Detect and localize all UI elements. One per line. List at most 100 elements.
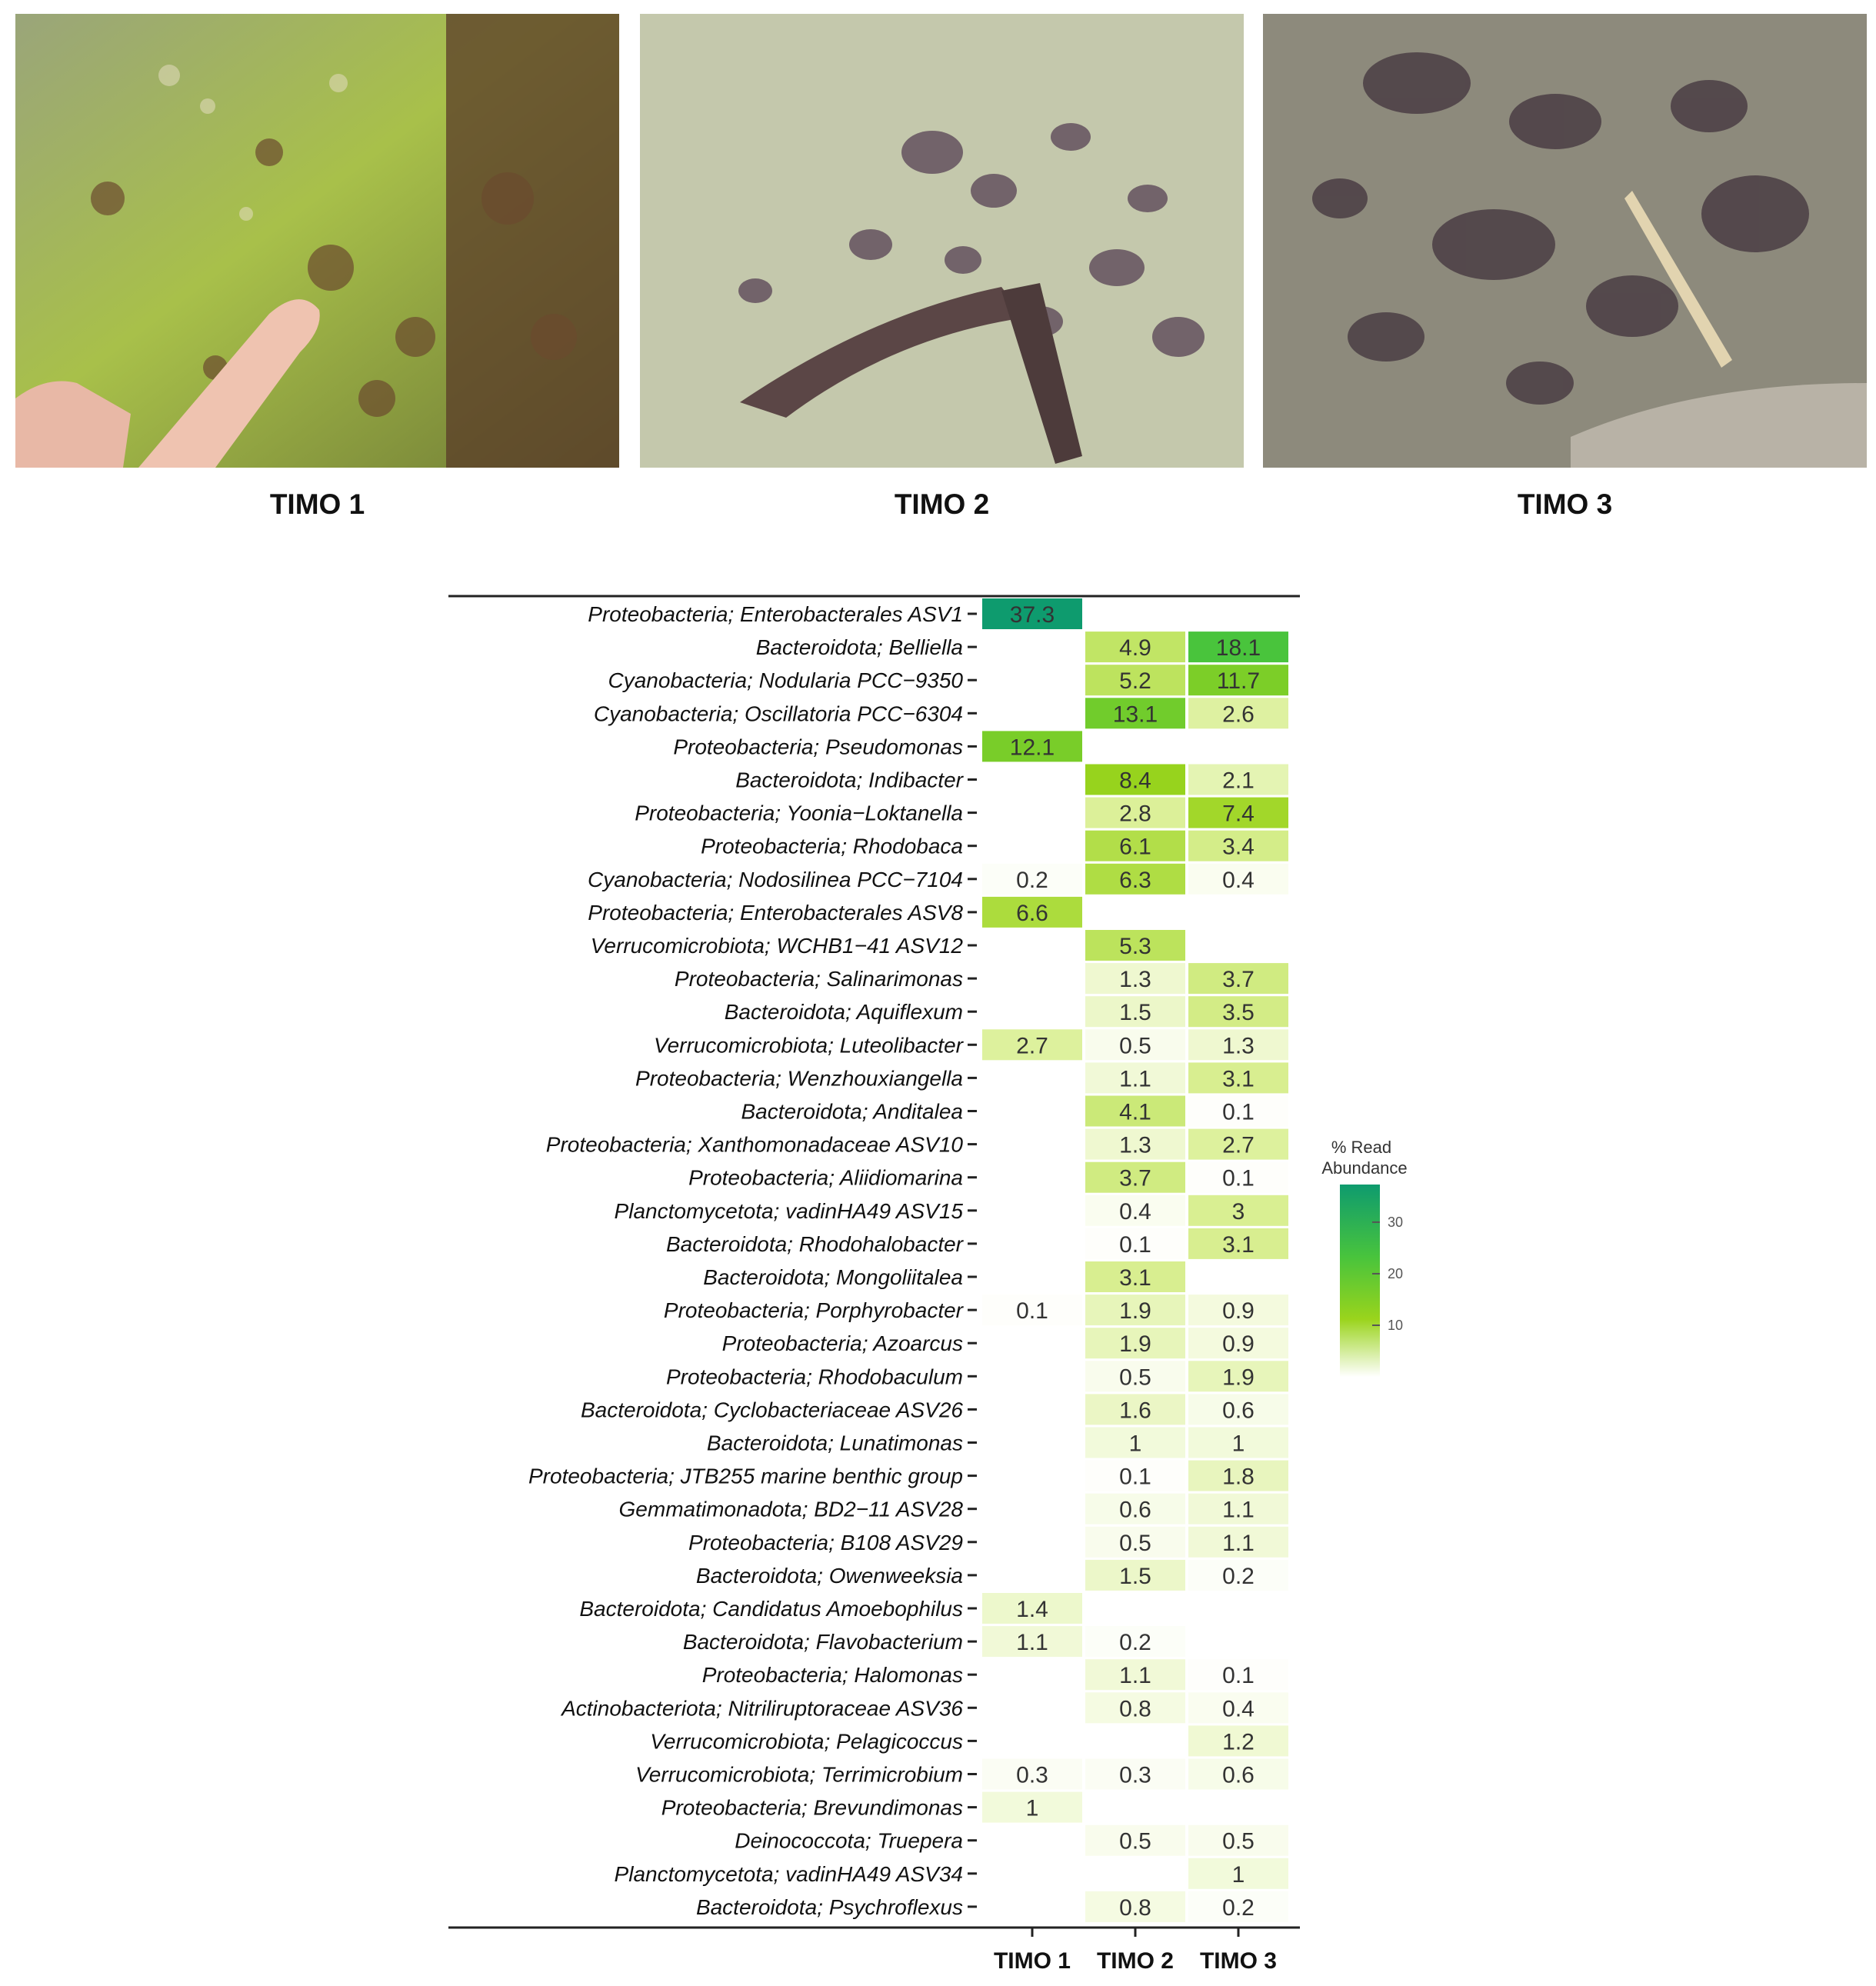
heatmap-cell <box>1188 830 1288 861</box>
cell-value-label: 3.1 <box>1119 1265 1151 1291</box>
heatmap-cell <box>1188 1029 1288 1061</box>
heatmap-cell <box>982 598 1082 629</box>
cell-value-label: 0.9 <box>1222 1298 1255 1324</box>
row-label: Proteobacteria; Pseudomonas <box>673 735 963 758</box>
cell-value-label: 0.1 <box>1016 1298 1048 1324</box>
heatmap-cell <box>1188 797 1288 828</box>
cell-value-label: 3.5 <box>1222 1000 1255 1025</box>
row-label: Cyanobacteria; Nodularia PCC−9350 <box>608 668 964 692</box>
row-label: Proteobacteria; Salinarimonas <box>675 967 963 991</box>
heatmap-cell <box>1085 1891 1185 1922</box>
heatmap-cell <box>982 896 1082 928</box>
heatmap-cell <box>1085 665 1185 696</box>
cell-value-label: 6.3 <box>1119 868 1151 893</box>
cell-value-label: 0.2 <box>1222 1564 1255 1589</box>
heatmap-cell <box>1085 830 1185 861</box>
cell-value-label: 1.4 <box>1016 1597 1048 1622</box>
cell-value-label: 0.4 <box>1222 868 1255 893</box>
cell-value-label: 0.1 <box>1222 1663 1255 1688</box>
legend-title-line2: Abundance <box>1321 1158 1407 1178</box>
row-label: Actinobacteriota; Nitriliruptoraceae ASV… <box>560 1696 963 1720</box>
heatmap-cell <box>1188 1195 1288 1226</box>
cell-value-label: 1.9 <box>1222 1365 1255 1390</box>
row-label: Bacteroidota; Aquiflexum <box>725 1000 963 1024</box>
cell-value-label: 1.5 <box>1119 1564 1151 1589</box>
legend-tick-label: 30 <box>1388 1215 1403 1230</box>
heatmap-cell <box>1085 1559 1185 1591</box>
heatmap-cell <box>1188 1427 1288 1458</box>
heatmap-cell <box>1188 1295 1288 1326</box>
heatmap-cell <box>1085 930 1185 961</box>
cell-value-label: 0.2 <box>1016 868 1048 893</box>
row-label: Bacteroidota; Owenweeksia <box>696 1564 963 1588</box>
legend-color-bar <box>1340 1185 1380 1377</box>
heatmap-cell <box>982 863 1082 895</box>
cell-value-label: 0.8 <box>1119 1696 1151 1721</box>
cell-value-label: 5.3 <box>1119 934 1151 959</box>
heatmap-cell <box>1188 1361 1288 1392</box>
cell-value-label: 0.5 <box>1119 1531 1151 1556</box>
cell-value-label: 0.2 <box>1222 1895 1255 1921</box>
row-label: Proteobacteria; Rhodobaculum <box>666 1365 963 1388</box>
cell-value-label: 3.4 <box>1222 835 1255 860</box>
row-label: Verrucomicrobiota; Pelagicoccus <box>650 1729 963 1753</box>
cell-value-label: 6.1 <box>1119 835 1151 860</box>
row-label: Verrucomicrobiota; WCHB1−41 ASV12 <box>591 934 964 958</box>
legend-title-line1: % Read <box>1331 1138 1391 1157</box>
cell-value-label: 18.1 <box>1216 635 1261 661</box>
heatmap-cell <box>982 1758 1082 1790</box>
heatmap-cell <box>1188 1758 1288 1790</box>
column-label: TIMO 2 <box>1097 1948 1174 1974</box>
heatmap-cell <box>1188 1858 1288 1889</box>
heatmap-cell <box>1085 1095 1185 1127</box>
row-label: Cyanobacteria; Oscillatoria PCC−6304 <box>594 701 963 725</box>
heatmap-cell <box>1085 1526 1185 1558</box>
photo-timo-2 <box>640 14 1244 468</box>
row-label: Bacteroidota; Rhodohalobacter <box>666 1232 965 1256</box>
cell-value-label: 1 <box>1232 1862 1245 1888</box>
column-label: TIMO 3 <box>1200 1948 1277 1974</box>
cell-value-label: 0.1 <box>1119 1465 1151 1490</box>
cell-value-label: 0.4 <box>1222 1696 1255 1721</box>
cell-value-label: 3.7 <box>1222 967 1255 992</box>
heatmap-cell <box>1188 1725 1288 1757</box>
heatmap-cell <box>1085 1062 1185 1094</box>
row-label: Planctomycetota; vadinHA49 ASV15 <box>615 1199 964 1223</box>
cell-value-label: 7.4 <box>1222 801 1255 827</box>
row-label: Deinococcota; Truepera <box>735 1829 963 1853</box>
heatmap-cell <box>1085 1128 1185 1160</box>
heatmap-cell <box>1085 1758 1185 1790</box>
cell-value-label: 0.9 <box>1222 1331 1255 1357</box>
column-label: TIMO 1 <box>994 1948 1071 1974</box>
cell-value-label: 0.5 <box>1119 1829 1151 1854</box>
legend-tick-label: 10 <box>1388 1318 1403 1333</box>
cell-value-label: 8.4 <box>1119 768 1151 794</box>
heatmap-cell <box>1085 963 1185 995</box>
row-label: Planctomycetota; vadinHA49 ASV34 <box>615 1862 963 1886</box>
cell-value-label: 0.5 <box>1119 1033 1151 1058</box>
heatmap-cell <box>1188 996 1288 1028</box>
cell-value-label: 3.7 <box>1119 1166 1151 1191</box>
heatmap-cell <box>1188 1095 1288 1127</box>
heatmap-cell <box>1188 1062 1288 1094</box>
heatmap-cell <box>1085 764 1185 795</box>
cell-value-label: 2.8 <box>1119 801 1151 827</box>
row-label: Proteobacteria; Aliidiomarina <box>688 1166 963 1190</box>
cell-value-label: 0.1 <box>1222 1166 1255 1191</box>
heatmap-cell <box>1188 863 1288 895</box>
heatmap-cell <box>1188 1692 1288 1724</box>
row-label: Bacteroidota; Belliella <box>756 635 963 659</box>
heatmap-cell <box>1085 1427 1185 1458</box>
heatmap-cell <box>1188 1824 1288 1856</box>
photo-timo-3 <box>1263 14 1867 468</box>
row-label: Bacteroidota; Anditalea <box>741 1100 964 1124</box>
heatmap-cell <box>1188 1493 1288 1524</box>
cell-value-label: 0.4 <box>1119 1199 1151 1225</box>
heatmap-cell <box>1188 1659 1288 1691</box>
heatmap-cell <box>1085 996 1185 1028</box>
heatmap-cell <box>1085 1161 1185 1193</box>
cell-value-label: 1.9 <box>1119 1331 1151 1357</box>
legend-tick-label: 20 <box>1388 1266 1403 1281</box>
cell-value-label: 0.6 <box>1222 1398 1255 1423</box>
